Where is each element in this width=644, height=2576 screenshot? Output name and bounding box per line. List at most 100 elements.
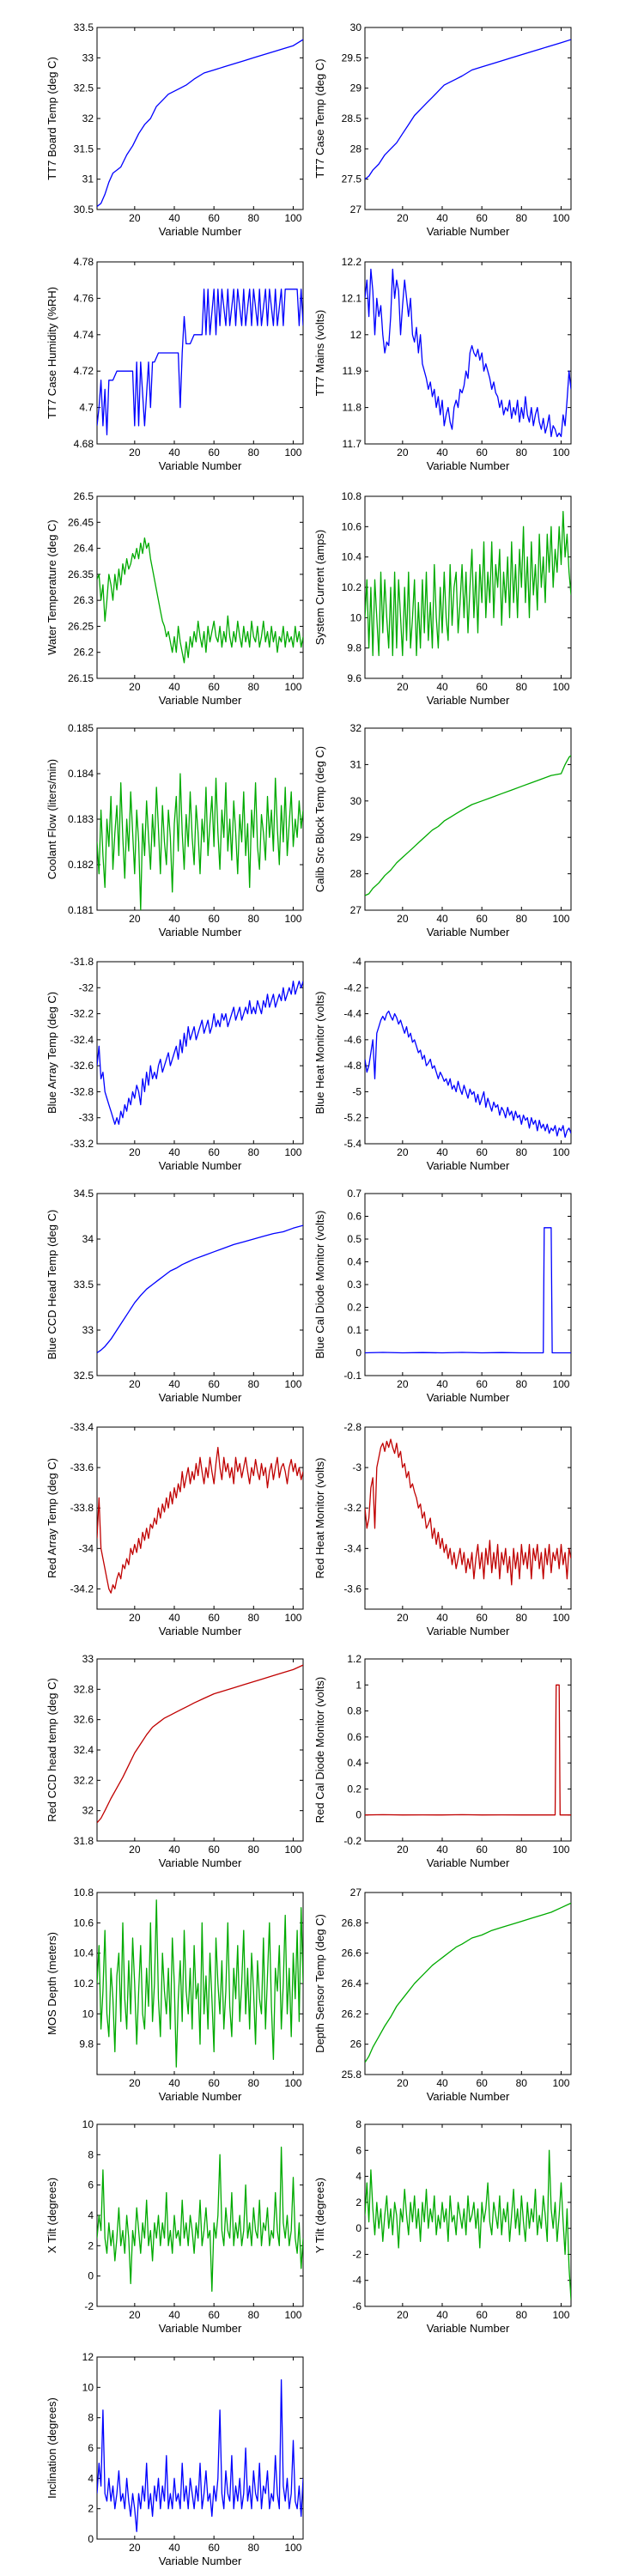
y-tick-label: 11.8 [343, 402, 362, 414]
y-tick-label: 29.5 [342, 52, 362, 64]
y-tick-label: 1 [355, 1679, 361, 1691]
y-tick-label: 31.5 [74, 143, 94, 155]
y-tick-label: -3.2 [343, 1502, 361, 1514]
x-tick-label: 20 [129, 1612, 141, 1624]
y-tick-label: 0.1 [347, 1324, 361, 1336]
y-tick-label: 28 [350, 868, 362, 880]
y-axis-label: MOS Depth (meters) [46, 1932, 58, 2035]
y-tick-label: 0.4 [347, 1757, 361, 1769]
x-tick-label: 80 [248, 212, 260, 224]
y-tick-label: 30.5 [74, 204, 94, 216]
chart-panel-5: 20 40 60 80 100 26.15 26.2 26.25 26.3 26.35 26.4 26… [46, 490, 304, 707]
x-tick-label: 20 [397, 1612, 409, 1624]
x-tick-label: 20 [129, 447, 141, 459]
x-axis-label: Variable Number [159, 225, 242, 238]
series-line [97, 1224, 303, 1354]
x-tick-label: 100 [552, 1612, 569, 1624]
y-tick-label: -33.8 [70, 1502, 94, 1514]
y-tick-label: 26.4 [342, 1978, 362, 1990]
chart-panel-2: 20 40 60 80 100 27 27.5 28 28.5 29 29.5 30 Variable … [313, 21, 572, 238]
y-tick-label: 8 [88, 2412, 94, 2424]
series-line [97, 1899, 303, 2068]
y-tick-label: 10 [82, 2118, 94, 2130]
plot-frame [96, 27, 304, 210]
x-tick-label: 60 [476, 1844, 488, 1856]
x-tick-label: 60 [476, 1612, 488, 1624]
x-tick-label: 80 [248, 2309, 260, 2321]
x-axis-label: Variable Number [159, 1391, 242, 1404]
x-tick-label: 40 [168, 2077, 180, 2089]
y-tick-label: 27.5 [342, 173, 362, 185]
series-line [97, 2379, 303, 2532]
x-tick-label: 60 [208, 2542, 220, 2554]
y-tick-label: -34 [79, 1542, 94, 1554]
series-line [97, 1446, 303, 1594]
y-tick-label: 0 [355, 1347, 361, 1359]
y-tick-label: 29 [350, 831, 362, 843]
y-tick-label: 10.8 [74, 1886, 94, 1899]
chart-panel-1: 20 40 60 80 100 30.5 31 31.5 32 32.5 33 33.5 Variabl… [46, 21, 304, 238]
y-tick-label: -4.4 [343, 1008, 361, 1020]
y-tick-label: -4.2 [343, 981, 361, 993]
y-axis-label: Red Heat Monitor (volts) [313, 1458, 326, 1579]
chart-panel-14: 20 40 60 80 100 -3.6 -3.4 -3.2 -3 -2.8 Variable Nu… [313, 1421, 572, 1637]
y-axis-label: Inclination (degrees) [46, 2397, 58, 2499]
x-tick-label: 20 [397, 212, 409, 224]
x-tick-label: 40 [436, 212, 448, 224]
y-tick-label: 26.2 [342, 2008, 362, 2020]
y-tick-label: 26.25 [68, 620, 94, 632]
x-tick-label: 100 [552, 913, 569, 925]
x-tick-label: 20 [129, 2309, 141, 2321]
plot-frame [96, 1426, 304, 1610]
x-tick-label: 60 [208, 1844, 220, 1856]
y-tick-label: 9.8 [347, 642, 361, 654]
y-tick-label: 0.185 [68, 722, 94, 734]
plot-frame [364, 2123, 572, 2307]
plot-frame [364, 495, 572, 679]
series-line [365, 39, 571, 180]
x-tick-label: 80 [248, 681, 260, 693]
y-tick-label: 32 [350, 722, 362, 734]
y-tick-label: 4 [88, 2472, 94, 2484]
chart-panel-20: 20 40 60 80 100 -6 -4 -2 0 2 4 6 8 Variable Number Y T… [313, 2118, 572, 2335]
plot-frame [364, 1426, 572, 1610]
y-tick-label: -32.2 [70, 1008, 94, 1020]
y-tick-label: -33.2 [70, 1138, 94, 1150]
x-axis-label: Variable Number [427, 1159, 510, 1172]
y-tick-label: 10 [82, 2381, 94, 2393]
y-tick-label: 26.45 [68, 516, 94, 528]
x-tick-label: 80 [516, 447, 528, 459]
y-tick-label: 0.2 [347, 1302, 361, 1314]
y-axis-label: X Tilt (degrees) [46, 2178, 58, 2253]
x-tick-label: 60 [208, 1378, 220, 1390]
plot-frame [96, 2356, 304, 2540]
y-axis-label: TT7 Case Humidity (%RH) [46, 287, 58, 419]
x-tick-label: 80 [248, 2542, 260, 2554]
x-tick-label: 20 [397, 1378, 409, 1390]
y-axis-label: Coolant Flow (liters/min) [46, 759, 58, 879]
y-tick-label: 26.5 [74, 490, 94, 502]
y-tick-label: 4.7 [79, 402, 94, 414]
y-tick-label: 31.8 [74, 1835, 94, 1847]
y-tick-label: 1.2 [347, 1653, 361, 1665]
y-axis-label: Y Tilt (degrees) [313, 2178, 326, 2253]
y-tick-label: 10.6 [74, 1917, 94, 1929]
x-tick-label: 100 [284, 2309, 301, 2321]
y-tick-label: 0.183 [68, 813, 94, 825]
y-tick-label: 32.2 [74, 1774, 94, 1786]
y-tick-label: 0 [355, 2222, 361, 2234]
y-tick-label: 0.2 [347, 1783, 361, 1795]
x-tick-label: 40 [436, 681, 448, 693]
x-tick-label: 40 [436, 1378, 448, 1390]
x-tick-label: 20 [129, 1844, 141, 1856]
y-tick-label: 32.4 [74, 1744, 94, 1756]
y-tick-label: 33 [82, 1324, 94, 1336]
y-tick-label: 29 [350, 82, 362, 94]
x-tick-label: 40 [168, 681, 180, 693]
y-tick-label: 27 [350, 204, 362, 216]
y-tick-label: 32 [82, 112, 94, 125]
y-axis-label: Red CCD head temp (deg C) [46, 1678, 58, 1822]
y-tick-label: 0.181 [68, 904, 94, 916]
x-axis-label: Variable Number [427, 926, 510, 939]
x-tick-label: 40 [436, 1146, 448, 1158]
